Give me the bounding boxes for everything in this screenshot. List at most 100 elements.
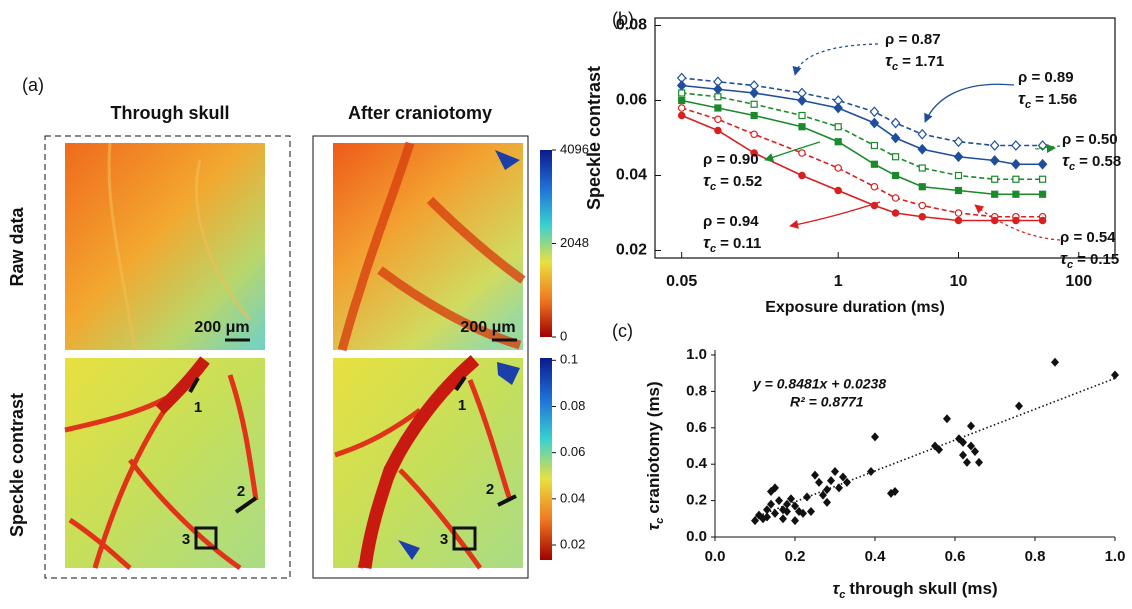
- point: [783, 507, 791, 517]
- tau-symbol: τ: [1062, 151, 1070, 170]
- point: [827, 476, 835, 486]
- raw-image: [65, 143, 265, 350]
- point: [831, 466, 839, 476]
- point: [751, 516, 759, 526]
- marker: [834, 123, 842, 131]
- annotation-tau: τc = 0.11: [703, 233, 761, 254]
- marker: [1011, 140, 1021, 151]
- marker: [714, 93, 722, 101]
- annotation-arrow: [764, 141, 821, 162]
- tau-symbol: τ: [703, 171, 711, 190]
- tau-symbol: τ: [644, 523, 663, 531]
- annotation-arrow: [792, 43, 879, 76]
- marker: [798, 149, 806, 157]
- x-axis-label: τc through skull (ms): [832, 579, 997, 600]
- marker: [954, 171, 963, 180]
- marker: [677, 111, 686, 120]
- marker: [891, 209, 900, 217]
- y-tick-label: 0.6: [686, 419, 707, 436]
- marker: [797, 95, 807, 106]
- tau-text: = 1.56: [1035, 91, 1077, 108]
- vessel: [64, 360, 259, 571]
- marker: [834, 138, 842, 146]
- point: [807, 507, 815, 517]
- tau-subscript: c: [839, 589, 845, 601]
- marker: [989, 155, 1000, 166]
- tau-text: = 0.52: [720, 173, 762, 190]
- tau-subscript: c: [1025, 99, 1031, 111]
- point: [1111, 370, 1119, 380]
- marker: [714, 115, 722, 124]
- x-tick-label: 0.4: [865, 548, 887, 565]
- point: [763, 512, 771, 522]
- colorbar-label: 0.04: [560, 490, 585, 505]
- tau-symbol: τ: [1018, 89, 1026, 108]
- point: [795, 507, 803, 517]
- plot-frame: [654, 17, 1116, 259]
- colorbar-label: 4096: [560, 141, 589, 156]
- marker: [676, 80, 687, 91]
- colorbar-label: 2048: [560, 235, 589, 250]
- panel-a: (a) Through skull After craniotomy Raw d…: [7, 75, 552, 579]
- marker: [1037, 158, 1048, 170]
- marker: [1012, 175, 1020, 183]
- marker: [918, 183, 926, 191]
- vessel: [155, 356, 210, 415]
- marker: [1011, 158, 1021, 170]
- colorbar-label: 0.06: [560, 444, 585, 459]
- marker: [890, 132, 901, 144]
- point: [935, 445, 943, 455]
- region-marker: [454, 375, 467, 392]
- annotation-rho: ρ = 0.54: [1060, 229, 1116, 246]
- region-box: [194, 526, 218, 550]
- panel-label: (b): [612, 9, 634, 29]
- marker: [954, 216, 963, 225]
- row-title: Speckle contrast: [7, 393, 27, 537]
- point: [767, 499, 775, 509]
- tau-symbol: τ: [832, 579, 840, 598]
- y-tick-label: 0.04: [616, 167, 647, 184]
- marker: [870, 182, 879, 191]
- point: [819, 490, 827, 500]
- colorbar-label: 0: [560, 328, 567, 343]
- region-marker: [188, 377, 200, 393]
- region-marker: [497, 494, 517, 507]
- point: [891, 487, 899, 496]
- point: [967, 441, 975, 451]
- annotation-arrow: [1035, 143, 1061, 154]
- marker: [1038, 190, 1047, 198]
- row-title: Raw data: [7, 207, 27, 287]
- y-axis-label: Speckle contrast: [584, 66, 604, 210]
- marker: [918, 212, 927, 221]
- tau-text: = 1.71: [902, 53, 944, 70]
- tau-text: = 0.58: [1079, 153, 1121, 170]
- raw-image: [333, 143, 523, 350]
- marker: [989, 140, 1000, 151]
- tau-subscript: c: [710, 243, 716, 255]
- point: [771, 508, 779, 518]
- marker: [798, 123, 806, 131]
- point: [1051, 357, 1059, 367]
- marker: [750, 149, 758, 157]
- tau-text: through skull (ms): [849, 579, 997, 598]
- annotation-arrow: [789, 201, 881, 229]
- chart-b: (b) 0.02 0.04 0.06 0.08 0.05 1 10 100 Exposure du…: [584, 9, 1121, 316]
- y-tick-label: 0.4: [686, 455, 708, 472]
- marker: [678, 96, 686, 105]
- x-tick-label: 10: [950, 273, 968, 290]
- scale-label: 200 μm: [460, 319, 515, 336]
- column-title: Through skull: [111, 103, 230, 123]
- marker: [750, 100, 758, 108]
- region-label: 2: [237, 483, 245, 500]
- tau-text: craniotomy (ms): [644, 381, 663, 513]
- point: [763, 505, 771, 515]
- marker: [954, 209, 963, 217]
- point: [815, 477, 823, 487]
- tau-symbol: τ: [885, 51, 893, 70]
- point: [967, 421, 975, 431]
- point: [943, 414, 951, 424]
- marker: [834, 164, 842, 172]
- marker: [714, 104, 722, 112]
- point: [963, 457, 971, 467]
